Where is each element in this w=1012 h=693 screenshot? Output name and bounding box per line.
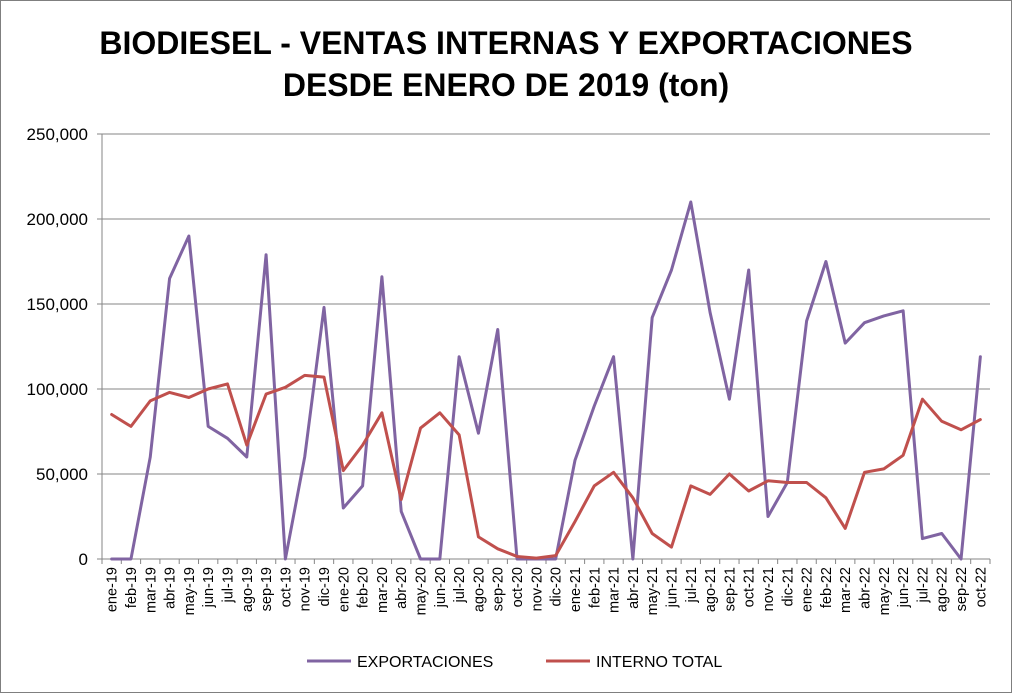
x-tick-label: sep-21 — [722, 567, 738, 611]
x-tick-label: ago-21 — [703, 567, 719, 612]
x-tick-label: dic-21 — [780, 567, 796, 607]
x-tick-label: jun-22 — [896, 567, 912, 608]
y-tick-label: 50,000 — [36, 465, 88, 484]
x-tick-label: jul-19 — [220, 567, 236, 603]
x-tick-label: abr-20 — [394, 567, 410, 609]
series-line-interno-total — [110, 373, 982, 560]
x-tick-label: ene-22 — [800, 567, 816, 612]
x-tick-label: ago-22 — [935, 567, 951, 612]
x-tick-label: feb-21 — [587, 567, 603, 608]
x-tick-label: ene-19 — [105, 567, 121, 612]
x-tick-label: feb-20 — [356, 567, 372, 608]
y-tick-label: 150,000 — [27, 295, 88, 314]
chart-title-line-2: DESDE ENERO DE 2019 (ton) — [282, 67, 730, 103]
x-tick-label: ago-20 — [471, 567, 487, 612]
x-tick-label: mar-20 — [375, 567, 391, 613]
x-tick-label: abr-22 — [858, 567, 874, 609]
x-tick-label: jun-20 — [433, 567, 449, 608]
x-tick-label: dic-20 — [549, 567, 565, 607]
x-tick-label: nov-19 — [298, 567, 314, 611]
x-tick-label: feb-22 — [819, 567, 835, 608]
x-tick-label: nov-20 — [529, 567, 545, 611]
chart-title-line-1: BIODIESEL - VENTAS INTERNAS Y EXPORTACIO… — [99, 25, 913, 61]
x-tick-label: sep-20 — [491, 567, 507, 611]
x-tick-label: jul-20 — [452, 567, 468, 603]
x-tick-label: oct-20 — [510, 567, 526, 607]
x-tick-label: ago-19 — [240, 567, 256, 612]
x-tick-label: ene-21 — [568, 567, 584, 612]
x-tick-label: sep-19 — [259, 567, 275, 611]
x-tick-label: oct-19 — [278, 567, 294, 607]
chart-title: BIODIESEL - VENTAS INTERNAS Y EXPORTACIO… — [0, 22, 1012, 106]
x-tick-label: may-20 — [414, 567, 430, 615]
legend-label: INTERNO TOTAL — [596, 654, 722, 671]
x-tick-label: may-21 — [645, 567, 661, 615]
series-line-exportaciones — [110, 200, 982, 561]
x-tick-label: mar-21 — [607, 567, 623, 613]
x-tick-label: feb-19 — [124, 567, 140, 608]
y-tick-label: 0 — [79, 550, 88, 569]
x-tick-label: jul-21 — [684, 567, 700, 603]
x-tick-label: may-22 — [877, 567, 893, 615]
x-tick-label: abr-21 — [626, 567, 642, 609]
x-tick-label: abr-19 — [163, 567, 179, 609]
y-tick-label: 200,000 — [27, 210, 88, 229]
x-tick-label: may-19 — [182, 567, 198, 615]
x-tick-label: jun-21 — [664, 567, 680, 608]
x-tick-label: oct-22 — [973, 567, 989, 607]
legend-label: EXPORTACIONES — [357, 654, 493, 671]
y-tick-label: 100,000 — [27, 380, 88, 399]
y-tick-label: 250,000 — [27, 125, 88, 144]
x-tick-label: oct-21 — [742, 567, 758, 607]
x-tick-label: mar-22 — [838, 567, 854, 613]
x-tick-label: dic-19 — [317, 567, 333, 607]
x-tick-label: sep-22 — [954, 567, 970, 611]
x-tick-label: nov-21 — [761, 567, 777, 611]
x-tick-label: jul-22 — [915, 567, 931, 603]
x-tick-label: mar-19 — [143, 567, 159, 613]
x-tick-label: ene-20 — [336, 567, 352, 612]
x-tick-label: jun-19 — [201, 567, 217, 608]
